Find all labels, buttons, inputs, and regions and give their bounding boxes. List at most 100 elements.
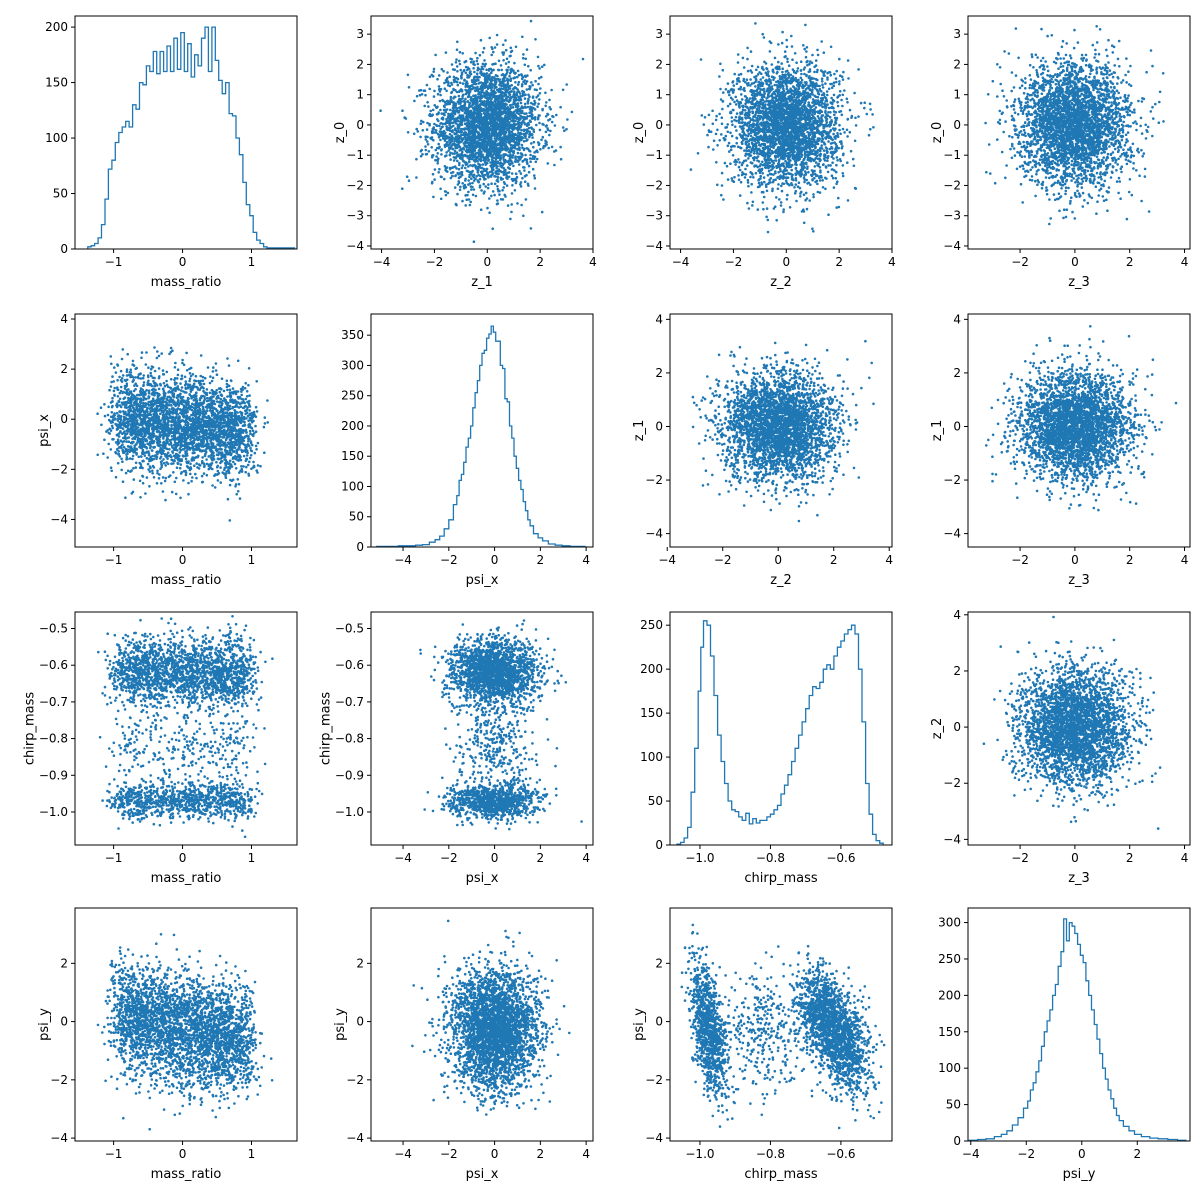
x-tick-label: 0 <box>491 553 499 567</box>
y-tick-label: −0.5 <box>39 622 68 636</box>
x-axis-label: z_2 <box>770 275 792 290</box>
x-axis-label: mass_ratio <box>151 1167 222 1182</box>
panel-scatter-r2c0: −1 0 1 −1.0 −0.9 −0.8 −0.7 −0.6 −0.5 mass_ratio ch… <box>22 611 298 886</box>
y-tick-label: 0 <box>356 540 364 554</box>
plot-area <box>680 923 886 1130</box>
x-tick-label: −2 <box>440 851 458 865</box>
x-tick-label: 2 <box>537 553 545 567</box>
x-tick-label: −4 <box>672 255 690 269</box>
y-tick-label: 50 <box>53 187 68 201</box>
x-tick-label: 2 <box>537 1147 545 1161</box>
panel-scatter-r3c1: −4 −2 0 2 4 −4 −2 0 2 psi_x psi_y <box>333 907 594 1182</box>
y-tick-label: 1 <box>356 88 364 102</box>
y-tick-label: −0.9 <box>39 768 68 782</box>
x-tick-label: 4 <box>1181 255 1189 269</box>
x-axis-label: chirp_mass <box>744 871 817 886</box>
y-tick-label: −1 <box>346 148 364 162</box>
scatter-points <box>985 325 1178 512</box>
y-tick-label: −2 <box>50 462 68 476</box>
panel-histogram-r3c3: −4 −2 0 2 0 50 100 150 200 250 300 psi_y <box>938 907 1191 1182</box>
scatter-points <box>982 615 1162 830</box>
y-tick-label: −1 <box>645 148 663 162</box>
y-tick-label: −0.8 <box>335 732 364 746</box>
y-tick-label: −0.8 <box>39 732 68 746</box>
x-tick-label: −2 <box>1011 255 1029 269</box>
x-tick-label: 4 <box>582 851 590 865</box>
y-tick-label: 2 <box>953 664 961 678</box>
x-tick-label: −2 <box>440 553 458 567</box>
panel-scatter-r2c3: −2 0 2 4 −4 −2 0 2 4 z_3 z_2 <box>930 608 1191 886</box>
plot-area <box>96 346 269 522</box>
plot-area <box>985 325 1178 512</box>
x-tick-label: 0 <box>1071 553 1079 567</box>
x-tick-label: 0 <box>179 553 187 567</box>
x-tick-label: 1 <box>248 255 256 269</box>
axes-frame <box>967 15 1191 250</box>
y-tick-label: −4 <box>645 239 663 253</box>
y-tick-label: −2 <box>645 178 663 192</box>
axes-frame <box>669 15 893 250</box>
x-tick-label: −4 <box>394 851 412 865</box>
y-tick-label: −2 <box>943 473 961 487</box>
plot-area <box>982 615 1162 830</box>
y-tick-label: 100 <box>45 131 68 145</box>
y-tick-label: 0 <box>655 118 663 132</box>
x-tick-label: −2 <box>440 1147 458 1161</box>
y-tick-label: 0 <box>60 242 68 256</box>
axes-frame <box>669 611 893 846</box>
y-axis-label: psi_y <box>37 1008 52 1041</box>
x-tick-label: 1 <box>248 1147 256 1161</box>
x-axis-label: mass_ratio <box>151 871 222 886</box>
y-tick-label: 50 <box>946 1098 961 1112</box>
x-axis-label: mass_ratio <box>151 573 222 588</box>
x-tick-label: −1.0 <box>685 851 714 865</box>
x-tick-label: −1 <box>105 553 123 567</box>
y-tick-label: 2 <box>953 57 961 71</box>
y-tick-label: 3 <box>953 27 961 41</box>
y-tick-label: 2 <box>655 956 663 970</box>
axes-frame <box>370 907 594 1142</box>
y-tick-label: 0 <box>60 412 68 426</box>
plot-area <box>97 615 274 839</box>
y-tick-label: −4 <box>943 832 961 846</box>
y-tick-label: 3 <box>356 27 364 41</box>
y-axis-label: z_0 <box>333 122 348 144</box>
scatter-points <box>96 346 269 522</box>
y-tick-label: 50 <box>648 794 663 808</box>
x-tick-label: 0 <box>179 851 187 865</box>
y-tick-label: −4 <box>50 512 68 526</box>
x-tick-label: 2 <box>835 255 843 269</box>
x-axis-label: z_3 <box>1068 573 1090 588</box>
panel-scatter-r1c0: −1 0 1 −4 −2 0 2 4 mass_ratio psi_x <box>37 312 298 588</box>
x-tick-label: 4 <box>888 255 896 269</box>
plot-area <box>411 919 571 1116</box>
axes-frame <box>967 907 1191 1142</box>
y-tick-label: −4 <box>346 239 364 253</box>
x-tick-label: 2 <box>536 255 544 269</box>
y-tick-label: −4 <box>346 1131 364 1145</box>
x-tick-label: 4 <box>1181 851 1189 865</box>
x-tick-label: 1 <box>248 851 256 865</box>
scatter-points <box>680 923 886 1130</box>
y-tick-label: −3 <box>645 209 663 223</box>
y-tick-label: 3 <box>655 27 663 41</box>
panel-histogram-r0c0: −1 0 1 0 50 100 150 200 mass_ratio <box>45 15 298 290</box>
x-tick-label: −2 <box>714 553 732 567</box>
y-tick-label: 2 <box>655 57 663 71</box>
plot-area <box>691 339 875 523</box>
x-tick-label: −0.8 <box>756 851 785 865</box>
x-tick-label: 2 <box>830 553 838 567</box>
y-tick-label: 1 <box>953 88 961 102</box>
axes-frame <box>370 313 594 548</box>
scatter-points <box>419 619 583 831</box>
x-tick-label: −4 <box>962 1147 980 1161</box>
x-tick-label: 4 <box>885 553 893 567</box>
x-tick-label: 0 <box>1071 851 1079 865</box>
y-tick-label: −0.5 <box>335 622 364 636</box>
y-tick-label: −3 <box>346 209 364 223</box>
plot-area <box>87 26 296 249</box>
x-tick-label: −1 <box>105 255 123 269</box>
x-tick-label: 4 <box>589 255 597 269</box>
plot-area <box>376 325 586 547</box>
x-tick-label: −4 <box>394 1147 412 1161</box>
